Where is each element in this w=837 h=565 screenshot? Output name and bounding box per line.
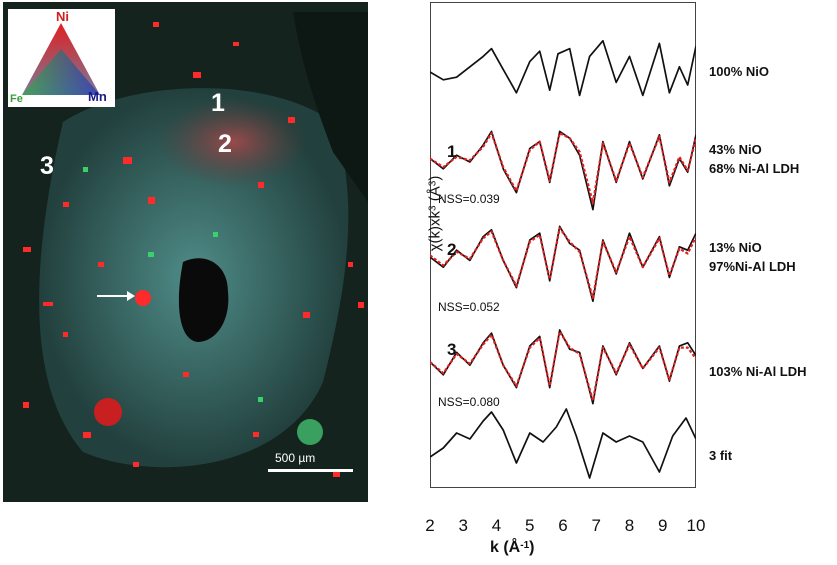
composition-spot-3: 103% Ni-Al LDH xyxy=(709,364,807,379)
series-line-100-nio xyxy=(430,39,696,97)
composition-spot-2: 13% NiO 97%Ni-Al LDH xyxy=(709,240,796,274)
nss-label-3: NSS=0.080 xyxy=(438,395,500,409)
arrow-icon xyxy=(97,291,135,301)
exafs-plot xyxy=(430,39,696,479)
scale-bar xyxy=(268,469,353,472)
series-label-2: 2 xyxy=(447,240,457,259)
ternary-ni-label: Ni xyxy=(56,9,69,24)
x-axis-label: k (Å-1) xyxy=(490,539,535,556)
series-line-100-ni-al-ldh xyxy=(430,408,696,479)
x-tick-2: 2 xyxy=(425,516,435,535)
scale-bar-label: 500 µm xyxy=(275,451,316,465)
series-label-1: 1 xyxy=(447,142,457,161)
series-line-3 xyxy=(430,329,696,405)
x-tick-10: 10 xyxy=(686,516,706,535)
x-tick-6: 6 xyxy=(558,516,568,535)
x-tick-7: 7 xyxy=(591,516,601,535)
y-axis-label: χ(k)xk3 (Å3) xyxy=(426,175,444,252)
ternary-mn-label: Mn xyxy=(88,89,107,104)
plot-frame xyxy=(430,2,696,488)
spot-label-1: 1 xyxy=(211,89,225,117)
nss-label-2: NSS=0.052 xyxy=(438,300,500,314)
series-line-3-fit xyxy=(430,330,696,402)
composition-spot-1: 43% NiO 68% Ni-Al LDH xyxy=(709,142,800,176)
composition-ldh-reference: 3 fit xyxy=(709,448,733,463)
nss-label-1: NSS=0.039 xyxy=(438,192,500,206)
series-line-2 xyxy=(430,225,696,303)
x-tick-5: 5 xyxy=(525,516,535,535)
ternary-color-legend: Ni Fe Mn xyxy=(8,9,115,107)
series-label-3: 3 xyxy=(447,340,457,359)
composition-nio-reference: 100% NiO xyxy=(709,64,769,79)
ternary-fe-label: Fe xyxy=(10,93,23,105)
xrf-map-image xyxy=(3,2,368,502)
xrf-map: Ni Fe Mn 1 2 3 500 µm xyxy=(3,2,368,502)
x-tick-3: 3 xyxy=(458,516,468,535)
ternary-triangle-icon xyxy=(22,23,100,95)
series-line-1-fit xyxy=(430,132,696,204)
x-tick-9: 9 xyxy=(658,516,668,535)
x-tick-8: 8 xyxy=(624,516,635,535)
spot-label-2: 2 xyxy=(218,130,232,158)
series-line-2-fit xyxy=(430,227,696,299)
x-tick-4: 4 xyxy=(491,516,502,535)
spot-label-3: 3 xyxy=(40,152,54,180)
